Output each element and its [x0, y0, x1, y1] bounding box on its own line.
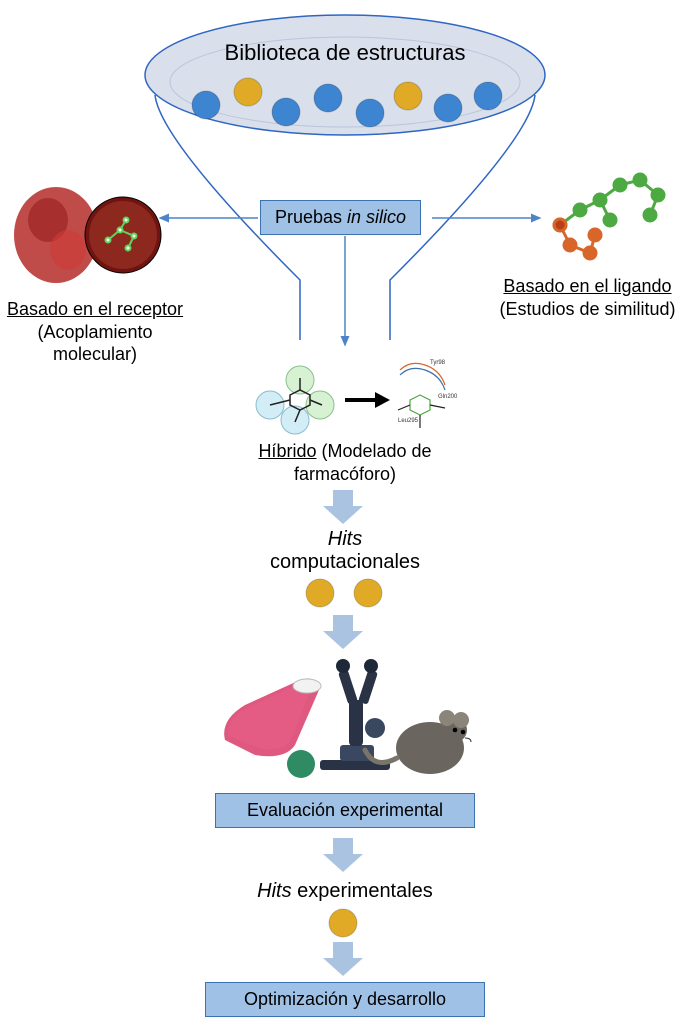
opt-dev-box: Optimización y desarrollo [205, 982, 485, 1017]
exp-dot [0, 0, 685, 960]
flow-arrow-4 [323, 942, 363, 978]
